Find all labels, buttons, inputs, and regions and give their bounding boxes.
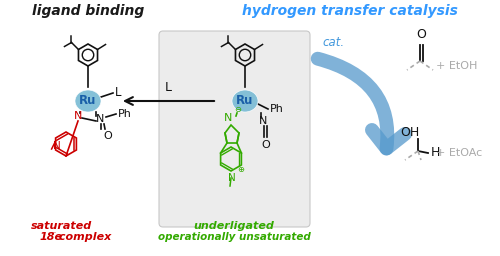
Text: N: N <box>96 114 104 124</box>
Text: L: L <box>165 81 172 94</box>
Text: OH: OH <box>400 126 419 140</box>
FancyArrowPatch shape <box>318 59 405 148</box>
Text: ⊕: ⊕ <box>237 165 244 174</box>
Text: cat.: cat. <box>322 36 344 49</box>
Text: O: O <box>416 28 426 41</box>
Text: underligated: underligated <box>194 221 274 231</box>
Text: O: O <box>103 131 112 141</box>
Text: N: N <box>228 173 236 183</box>
Text: hydrogen transfer catalysis: hydrogen transfer catalysis <box>242 4 458 18</box>
Text: N: N <box>224 113 232 123</box>
Text: + EtOAc: + EtOAc <box>436 148 482 158</box>
Text: Ru: Ru <box>80 94 96 108</box>
Text: + EtOH: + EtOH <box>436 61 478 71</box>
Text: operationally unsaturated: operationally unsaturated <box>158 232 310 242</box>
Ellipse shape <box>232 90 258 112</box>
Text: N: N <box>74 111 82 121</box>
Text: Ph: Ph <box>270 104 284 114</box>
Text: H: H <box>431 146 440 159</box>
Text: ligand binding: ligand binding <box>32 4 144 18</box>
Text: ⁻: ⁻ <box>51 229 56 238</box>
Text: ⊖: ⊖ <box>234 105 241 114</box>
Text: N: N <box>259 116 267 126</box>
Text: 18e: 18e <box>40 232 63 242</box>
Text: O: O <box>262 140 270 150</box>
Ellipse shape <box>75 90 101 112</box>
Text: N: N <box>52 141 60 151</box>
Text: saturated: saturated <box>32 221 92 231</box>
FancyBboxPatch shape <box>159 31 310 227</box>
Text: complex: complex <box>55 232 111 242</box>
Text: Ph: Ph <box>118 109 132 119</box>
Text: Ru: Ru <box>236 94 254 108</box>
Text: L: L <box>115 86 121 99</box>
